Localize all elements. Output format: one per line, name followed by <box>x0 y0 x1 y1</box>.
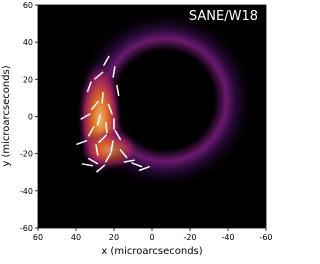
y-tick-label: -40 <box>20 187 33 196</box>
crescent-lower <box>80 130 140 170</box>
polarization-tick <box>119 149 128 159</box>
polarization-tick <box>91 100 99 110</box>
y-axis-label: y (microarcseconds) <box>1 65 12 166</box>
polarization-tick <box>76 140 88 145</box>
polarization-tick <box>112 66 116 78</box>
polarization-tick <box>86 81 92 93</box>
polarization-tick <box>123 159 135 163</box>
y-tick-label: -20 <box>20 150 33 159</box>
polarization-tick <box>96 164 106 173</box>
polarization-tick <box>110 140 114 152</box>
x-axis-label: x (microarcseconds) <box>101 246 202 257</box>
polarization-tick <box>88 157 99 165</box>
polarization-tick <box>131 162 143 168</box>
polarization-tick <box>95 144 99 156</box>
x-tick-label: 20 <box>109 233 119 242</box>
polarization-tick <box>114 130 122 141</box>
polarization-tick <box>81 163 94 167</box>
x-tick-label: -20 <box>183 233 196 242</box>
chart: SANE/W18 x (microarcseconds) y (microarc… <box>1 1 273 257</box>
y-tick-label: 20 <box>23 75 33 84</box>
polarization-tick <box>101 92 104 104</box>
x-tick-label: 60 <box>33 233 43 242</box>
annotation: SANE/W18 <box>189 9 258 24</box>
polarization-tick <box>87 126 95 137</box>
x-tick-label: 0 <box>149 233 154 242</box>
shadow <box>119 54 211 146</box>
polarization-tick <box>107 103 113 115</box>
x-tick-label: -40 <box>221 233 234 242</box>
polarization-tick <box>80 113 91 120</box>
x-tick-label: 40 <box>71 233 81 242</box>
y-tick-label: 0 <box>28 113 33 122</box>
polarization-tick <box>138 166 150 171</box>
polarization-tick <box>105 152 112 163</box>
y-tick-label: 60 <box>23 1 33 10</box>
y-tick-label: -60 <box>20 224 33 233</box>
polarization-tick <box>98 134 107 144</box>
polarization-tick <box>96 114 101 126</box>
polarization-tick <box>116 84 120 97</box>
polarization-tick <box>94 71 104 80</box>
image <box>38 5 266 228</box>
polarization-tick <box>103 55 110 66</box>
polarization-tick <box>105 121 108 134</box>
y-tick-label: 40 <box>23 38 33 47</box>
x-tick-label: -60 <box>259 233 272 242</box>
